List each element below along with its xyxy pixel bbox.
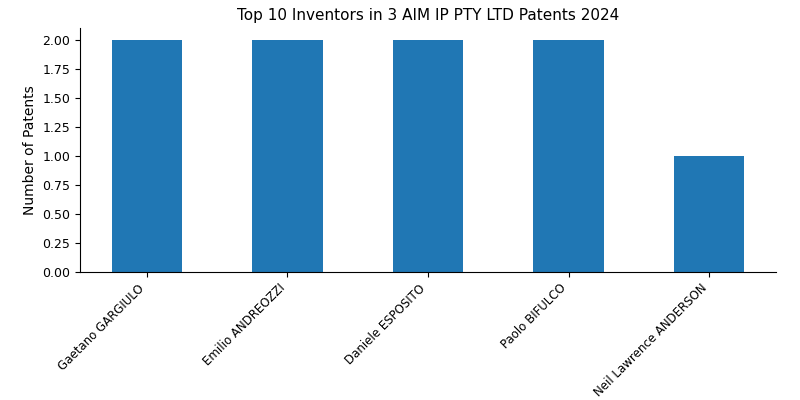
Y-axis label: Number of Patents: Number of Patents xyxy=(22,85,37,215)
Bar xyxy=(112,40,182,272)
Bar xyxy=(252,40,322,272)
Bar xyxy=(674,156,744,272)
Bar xyxy=(393,40,463,272)
Title: Top 10 Inventors in 3 AIM IP PTY LTD Patents 2024: Top 10 Inventors in 3 AIM IP PTY LTD Pat… xyxy=(237,8,619,23)
Bar xyxy=(534,40,604,272)
